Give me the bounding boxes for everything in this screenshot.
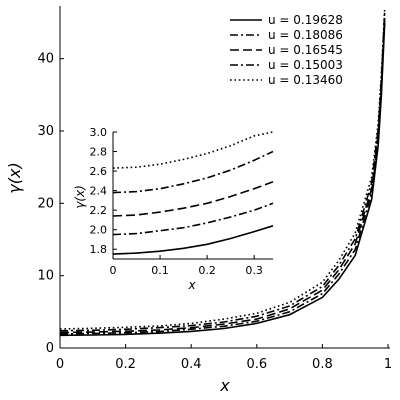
inset-series-u-0-18086 [112,202,274,236]
inset-x-tick-label: 0 [110,264,117,277]
main-x-tick-label: 0 [56,357,64,372]
inset-curves [112,131,274,255]
inset-x-tick-label: 0.1 [151,264,169,277]
inset-y-tick-label: 2.4 [90,185,108,198]
inset-y-tick-label: 2.8 [90,146,108,159]
main-y-tick-label: 40 [37,52,54,67]
inset-y-tick-label: 1.8 [90,243,108,256]
legend-label: u = 0.16545 [268,43,343,57]
main-x-tick-label: 0.8 [312,357,333,372]
main-y-tick-label: 30 [37,124,54,139]
inset-y-axis-label: γ(x) [73,185,87,209]
inset-y-tick-label: 2.0 [90,224,108,237]
inset-x-ticks: 0 0.1 0.2 0.3 [110,255,263,277]
main-y-tick-label: 0 [46,341,54,356]
main-series-u-0-18086 [59,18,386,335]
legend-label: u = 0.15003 [268,58,343,72]
main-x-ticks: 0 0.2 0.4 0.6 0.8 1 [56,344,392,372]
inset-y-tick-label: 2.2 [90,204,108,217]
main-x-tick-label: 0.6 [246,357,267,372]
inset-y-ticks: 1.8 2.0 2.2 2.4 2.6 2.8 3.0 [90,126,117,256]
inset-series-u-0-13460 [112,131,274,169]
inset-series-u-0-16545 [112,181,274,217]
inset-x-tick-label: 0.2 [198,264,216,277]
inset-series-u-0-15003 [112,150,274,194]
main-x-axis-label: x [219,376,230,395]
inset-plot: 0 0.1 0.2 0.3 1.8 2.0 2.2 2.4 2.6 2.8 3.0 x γ(x) [73,126,276,292]
main-y-tick-label: 20 [37,196,54,211]
inset-series-u-0-19628 [112,225,274,255]
inset-x-tick-label: 0.3 [245,264,263,277]
main-x-tick-label: 0.2 [115,357,136,372]
main-plot: 0 0.2 0.4 0.6 0.8 1 0 10 20 30 40 x γ(x) [5,6,392,395]
main-y-axis-label: γ(x) [5,162,24,193]
main-x-tick-label: 1 [384,357,392,372]
main-curves [59,7,386,337]
inset-y-tick-label: 3.0 [90,126,108,139]
inset-x-axis-label: x [187,278,196,292]
legend-label: u = 0.19628 [268,13,343,27]
legend-label: u = 0.18086 [268,28,343,42]
main-x-tick-label: 0.4 [181,357,202,372]
inset-y-tick-label: 2.6 [90,165,108,178]
main-y-ticks: 0 10 20 30 40 [37,52,64,356]
legend-label: u = 0.13460 [268,73,343,87]
main-y-tick-label: 10 [37,269,54,284]
